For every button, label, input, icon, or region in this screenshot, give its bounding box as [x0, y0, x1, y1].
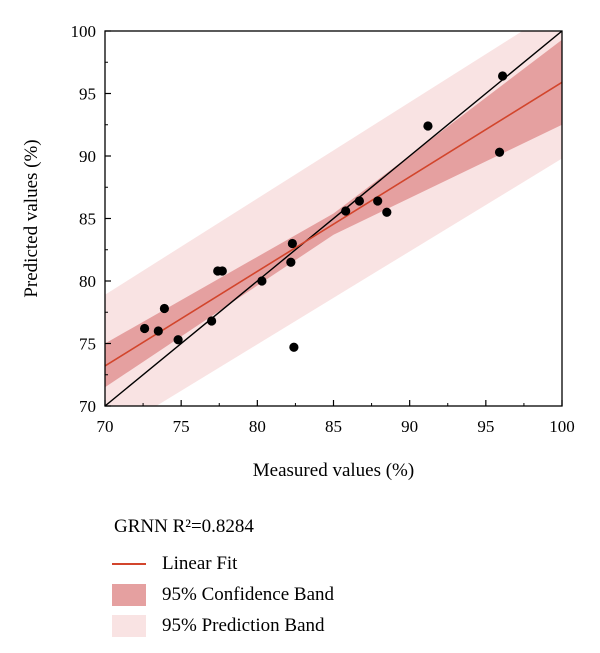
x-tick-label-90: 90	[401, 417, 418, 436]
legend-item-confidence-band: 95% Confidence Band	[112, 579, 334, 610]
legend-item-prediction-band: 95% Prediction Band	[112, 610, 334, 641]
data-point-13	[354, 196, 364, 206]
data-point-4	[173, 335, 183, 345]
data-point-9	[286, 257, 296, 267]
x-tick-label-70: 70	[97, 417, 114, 436]
identity-line	[105, 31, 562, 406]
legend-item-linear-fit: Linear Fit	[112, 548, 334, 579]
scatter-chart: 70 75 80 85 90 95 100 70 75 80 85 90 95 100 Measured…	[21, 22, 575, 481]
legend: GRNN R²=0.8284 Linear Fit 95% Confidence…	[112, 516, 334, 641]
x-tick-label-100: 100	[549, 417, 575, 436]
y-tick-label-75: 75	[79, 335, 96, 354]
x-axis-title: Measured values (%)	[253, 460, 414, 481]
data-point-18	[497, 71, 508, 81]
y-tick-label-80: 80	[79, 272, 96, 291]
x-tick-label-75: 75	[173, 417, 190, 436]
y-tick-label-95: 95	[79, 85, 96, 104]
legend-label-prediction-band: 95% Prediction Band	[162, 614, 325, 636]
y-axis-title: Predicted values (%)	[21, 139, 42, 297]
y-tick-label-70: 70	[79, 397, 96, 416]
x-tick-label-80: 80	[249, 417, 266, 436]
confidence-band-swatch	[112, 583, 146, 606]
data-point-16	[423, 121, 433, 131]
data-point-11	[289, 342, 299, 352]
data-point-15	[382, 207, 392, 217]
data-point-5	[207, 316, 217, 326]
x-tick-label-85: 85	[325, 417, 342, 436]
linear-fit-line	[105, 81, 562, 367]
x-tick-label-95: 95	[477, 417, 494, 436]
y-tick-label-85: 85	[79, 210, 96, 229]
y-tick-label-100: 100	[71, 22, 97, 41]
data-point-17	[494, 147, 505, 157]
y-tick-label-90: 90	[79, 147, 96, 166]
data-point-12	[341, 206, 351, 216]
linear-fit-swatch	[112, 553, 146, 575]
data-point-1	[140, 323, 150, 334]
data-point-10	[287, 238, 297, 249]
data-point-14	[373, 196, 383, 206]
prediction-band-swatch	[112, 614, 146, 637]
data-point-7	[217, 266, 227, 276]
data-point-8	[257, 276, 267, 286]
data-point-2	[153, 326, 163, 336]
confidence-band	[105, 39, 562, 388]
data-point-3	[159, 303, 170, 314]
legend-label-linear-fit: Linear Fit	[162, 552, 238, 574]
legend-title: GRNN R²=0.8284	[114, 516, 254, 537]
legend-label-confidence-band: 95% Confidence Band	[162, 583, 335, 605]
